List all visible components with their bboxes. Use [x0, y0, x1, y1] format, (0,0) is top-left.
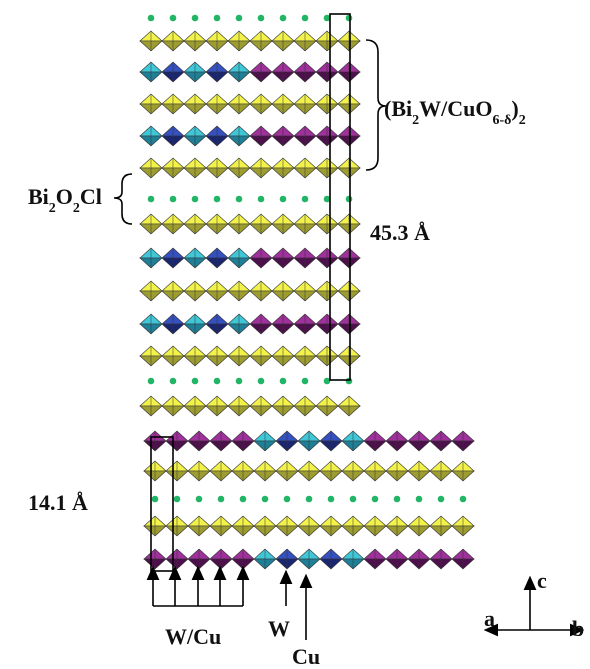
- cl-atom: [346, 196, 353, 203]
- cl-atom: [416, 496, 423, 503]
- cl-atom: [148, 15, 155, 22]
- subscript: 2: [412, 113, 419, 128]
- cl-atom: [302, 196, 309, 203]
- cl-atom: [192, 378, 199, 385]
- cl-atom: [394, 496, 401, 503]
- cl-atom: [258, 378, 265, 385]
- cl-atom: [152, 496, 159, 503]
- cl-atom: [192, 15, 199, 22]
- cl-atom: [302, 378, 309, 385]
- cl-atom: [346, 15, 353, 22]
- brace-left: [114, 174, 132, 224]
- cl-atom: [170, 196, 177, 203]
- cl-atom: [258, 196, 265, 203]
- formula-part: Bi: [28, 184, 49, 209]
- cl-atom: [174, 496, 181, 503]
- subscript: 6-δ: [492, 113, 511, 128]
- formula-part: W/CuO: [419, 96, 492, 121]
- cl-atom: [280, 196, 287, 203]
- structure-figure: (Bi2W/CuO6-δ)2 Bi2O2Cl 45.3 Å 14.1 Å W/C…: [0, 0, 590, 669]
- formula-part: Cl: [80, 184, 102, 209]
- cl-atom: [460, 496, 467, 503]
- cl-atom: [218, 496, 225, 503]
- cl-atom: [148, 196, 155, 203]
- formula-part: ): [511, 96, 518, 121]
- cl-atom: [280, 378, 287, 385]
- cl-atom: [306, 496, 313, 503]
- cl-atom: [372, 496, 379, 503]
- cu-label: Cu: [292, 644, 320, 669]
- cl-atom: [214, 378, 221, 385]
- axis-a-label: a: [484, 606, 495, 631]
- cl-atom: [350, 496, 357, 503]
- cl-atom: [214, 15, 221, 22]
- cl-atom: [302, 15, 309, 22]
- cl-atom: [258, 15, 265, 22]
- subscript: 2: [49, 201, 56, 216]
- cl-atom: [148, 378, 155, 385]
- long-axis-label: 45.3 Å: [370, 220, 430, 245]
- cl-atom: [192, 196, 199, 203]
- cl-atom: [240, 496, 247, 503]
- cl-atom: [236, 196, 243, 203]
- w-cu-label: W/Cu: [165, 624, 221, 649]
- w-label: W: [268, 616, 290, 641]
- spacer-formula: Bi2O2Cl: [28, 184, 102, 216]
- cl-atom: [280, 15, 287, 22]
- cl-atom: [284, 496, 291, 503]
- cl-atom: [236, 378, 243, 385]
- subscript: 2: [519, 113, 526, 128]
- short-axis-label: 14.1 Å: [28, 490, 88, 515]
- formula-part: (Bi: [384, 96, 412, 121]
- cl-atom: [170, 378, 177, 385]
- cl-atom: [262, 496, 269, 503]
- formula-part: O: [56, 184, 73, 209]
- cl-atom: [346, 378, 353, 385]
- cl-atom: [214, 196, 221, 203]
- cl-atom: [328, 496, 335, 503]
- cl-atom: [170, 15, 177, 22]
- axes-indicator: [490, 582, 578, 630]
- axis-b-label: b: [572, 616, 584, 641]
- block-formula: (Bi2W/CuO6-δ)2: [384, 96, 526, 128]
- cl-atom: [196, 496, 203, 503]
- subscript: 2: [73, 201, 80, 216]
- cl-atom: [438, 496, 445, 503]
- cl-atom: [236, 15, 243, 22]
- axis-c-label: c: [537, 568, 547, 593]
- brace-right: [366, 40, 386, 170]
